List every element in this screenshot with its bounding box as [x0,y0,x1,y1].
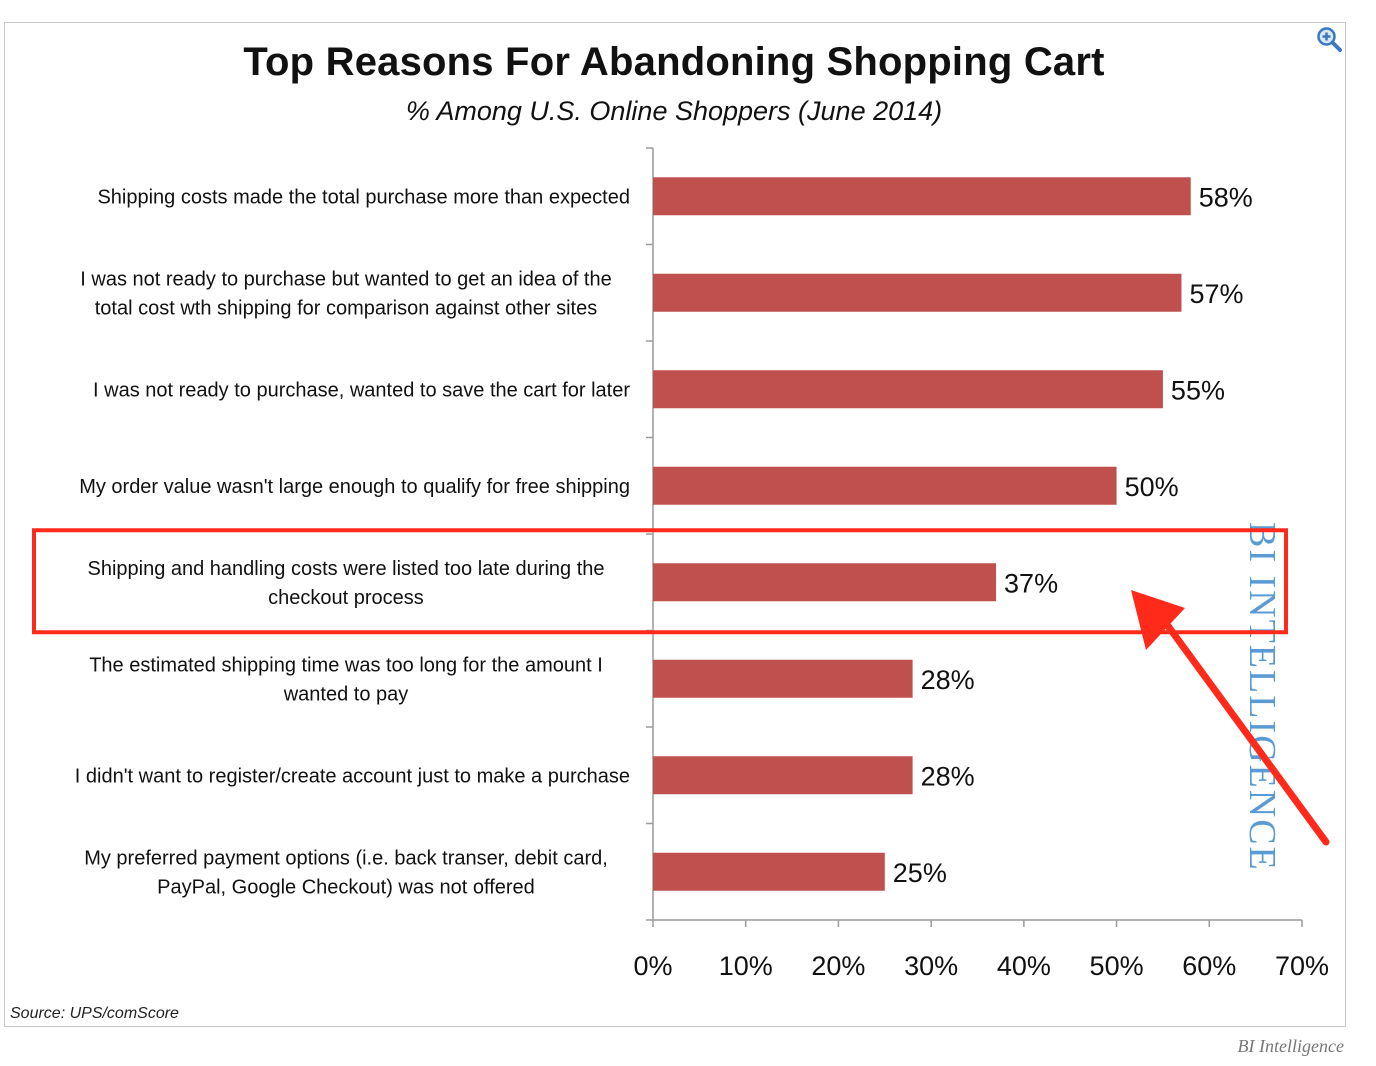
bars [653,177,1191,891]
value-label: 37% [1004,568,1058,598]
category-label: Shipping and handling costs were listed … [87,558,604,580]
chart-title: Top Reasons For Abandoning Shopping Cart [243,40,1105,84]
value-label: 28% [921,665,975,695]
category-label: My order value wasn't large enough to qu… [79,476,630,498]
category-labels: Shipping costs made the total purchase m… [75,186,631,898]
x-tick-label: 70% [1275,951,1329,981]
x-tick-label: 40% [997,951,1051,981]
value-label: 50% [1125,472,1179,502]
category-label: I was not ready to purchase, wanted to s… [93,379,630,401]
chart-subtitle: % Among U.S. Online Shoppers (June 2014) [405,96,943,126]
category-label: checkout process [268,587,424,609]
highlight-box [32,528,1288,635]
category-label: I was not ready to purchase but wanted t… [80,268,611,290]
category-label: total cost wth shipping for comparison a… [95,297,597,319]
x-tick-label: 60% [1182,951,1236,981]
x-tick-label: 50% [1090,951,1144,981]
value-label: 57% [1189,279,1243,309]
value-labels: 58% 57% 55% 50% 37% 28% 28% 25% [893,182,1253,888]
bar [653,659,913,698]
bar [653,852,885,891]
category-label: PayPal, Google Checkout) was not offered [157,876,535,898]
category-label: I didn't want to register/create account… [75,765,630,787]
category-label: Shipping costs made the total purchase m… [97,186,630,208]
category-label: My preferred payment options (i.e. back … [84,847,608,869]
source-note: Source: UPS/comScore [10,1005,179,1022]
x-tick-label: 0% [633,951,672,981]
category-label: The estimated shipping time was too long… [89,654,603,676]
bar [653,756,913,795]
bar [653,466,1117,505]
x-tick-label: 30% [904,951,958,981]
bar [653,370,1163,409]
arrow-head [1131,590,1185,650]
arrow-shaft [1164,622,1330,846]
category-label: wanted to pay [283,683,409,705]
value-label: 28% [921,761,975,791]
value-label: 58% [1199,182,1253,212]
axes [646,147,1303,927]
x-tick-label: 10% [719,951,773,981]
credit-note: BI Intelligence [1237,1036,1344,1056]
bar [653,563,997,602]
bar [653,273,1182,312]
x-tick-labels: 0% 10% 20% 30% 40% 50% 60% 70% [633,951,1329,981]
watermark: BI INTELLIGENCE [1241,522,1283,872]
highlight-annotation [32,528,1330,846]
value-label: 25% [893,858,947,888]
x-tick-label: 20% [811,951,865,981]
bar [653,177,1191,216]
zoom-in-icon[interactable] [1316,26,1342,52]
value-label: 55% [1171,375,1225,405]
